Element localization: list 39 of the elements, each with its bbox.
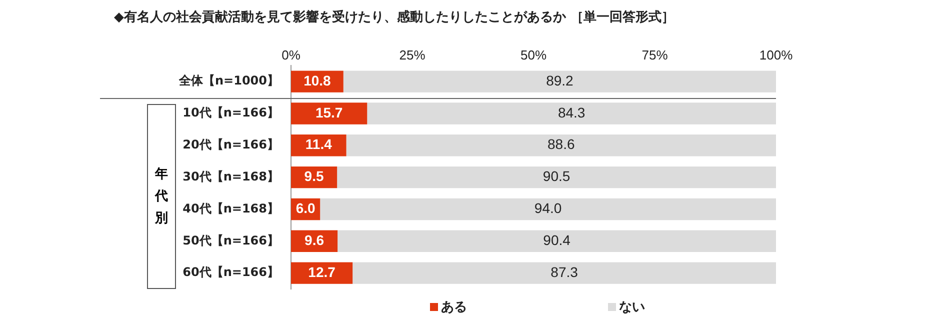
x-tick-label: 0%	[282, 47, 301, 62]
legend-label: ない	[619, 299, 645, 316]
data-label: 9.5	[304, 168, 324, 184]
y-tick-label: 20代【n=166】	[182, 138, 279, 152]
data-label: 15.7	[315, 104, 343, 120]
bar	[291, 102, 368, 124]
bar	[343, 70, 776, 92]
data-label: 94.0	[534, 200, 562, 216]
data-label: 12.7	[308, 264, 336, 280]
bar	[291, 262, 353, 284]
data-label: 9.6	[304, 232, 324, 248]
bar	[367, 102, 776, 124]
bar	[337, 166, 776, 188]
bar	[320, 198, 776, 220]
legend-label: ある	[441, 299, 467, 316]
data-label: 84.3	[558, 104, 586, 120]
data-label: 90.5	[542, 168, 570, 184]
data-label: 87.3	[550, 264, 578, 280]
bar	[352, 262, 776, 284]
y-tick-label: 10代【n=166】	[182, 106, 279, 120]
y-tick-label: 60代【n=166】	[182, 265, 279, 280]
y-tick-label: 全体【n=1000】	[178, 74, 279, 88]
data-label: 88.6	[548, 136, 575, 152]
data-label: 10.8	[304, 72, 332, 88]
x-tick-label: 100%	[759, 47, 794, 62]
bar	[346, 134, 776, 156]
data-label: 11.4	[305, 136, 332, 152]
x-tick-label: 75%	[642, 47, 668, 62]
data-label: 6.0	[296, 200, 316, 216]
y-tick-label: 50代【n=166】	[182, 233, 279, 248]
chart-title: ◆有名人の社会貢献活動を見て影響を受けたり、感動したりしたことがあるか ［単一回答形式］	[114, 8, 675, 26]
text: 年代別	[155, 166, 168, 228]
data-label: 90.4	[543, 232, 571, 248]
y-tick-label: 30代【n=168】	[182, 169, 279, 184]
bar	[338, 230, 776, 252]
data-label: 89.2	[546, 72, 574, 88]
x-tick-label: 50%	[520, 47, 547, 62]
x-tick-label: 25%	[399, 47, 426, 62]
y-tick-label: 40代【n=168】	[182, 201, 279, 216]
